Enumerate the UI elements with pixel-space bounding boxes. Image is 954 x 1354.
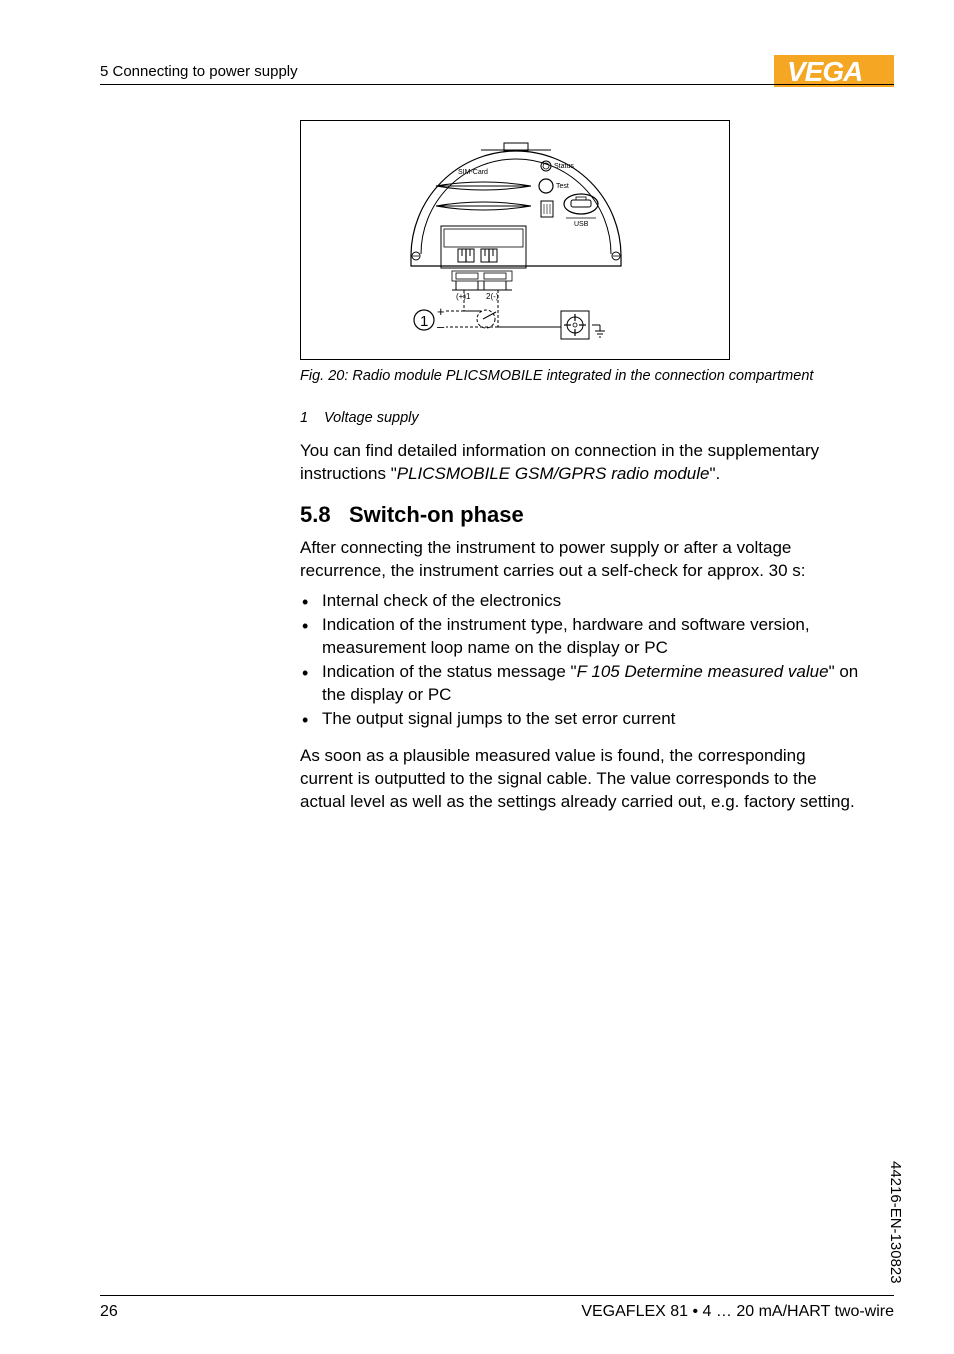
svg-text:VEGA: VEGA xyxy=(787,56,862,87)
p1-part2: ". xyxy=(709,464,720,483)
figure-20-container: Status SIM-Card Test USB xyxy=(300,120,730,360)
svg-text:2(-): 2(-) xyxy=(486,292,499,301)
bullet-4: The output signal jumps to the set error… xyxy=(300,708,860,731)
figure-legend: 1 Voltage supply xyxy=(300,410,419,426)
bullet-list: Internal check of the electronics Indica… xyxy=(300,590,860,732)
document-code: 44216-EN-130823 xyxy=(887,1161,904,1284)
paragraph-2: After connecting the instrument to power… xyxy=(300,537,860,583)
footer-product: VEGAFLEX 81 • 4 … 20 mA/HART two-wire xyxy=(581,1303,894,1321)
svg-text:+: + xyxy=(437,304,445,319)
bullet-1: Internal check of the electronics xyxy=(300,590,860,613)
bullet-2: Indication of the instrument type, hardw… xyxy=(300,614,860,660)
paragraph-1: You can find detailed information on con… xyxy=(300,440,860,486)
section-number: 5.8 xyxy=(300,502,331,527)
svg-text:USB: USB xyxy=(574,221,589,228)
header-divider xyxy=(100,84,894,85)
page-number: 26 xyxy=(100,1303,118,1321)
section-title: Switch-on phase xyxy=(349,502,524,527)
p1-italic: PLICSMOBILE GSM/GPRS radio module xyxy=(397,464,710,483)
b3-part1: Indication of the status message " xyxy=(322,662,577,681)
paragraph-3: As soon as a plausible measured value is… xyxy=(300,745,860,814)
svg-text:Test: Test xyxy=(556,183,569,190)
bullet-3: Indication of the status message "F 105 … xyxy=(300,661,860,707)
header-section-label: 5 Connecting to power supply xyxy=(100,63,298,80)
svg-text:1: 1 xyxy=(420,313,428,330)
legend-text: Voltage supply xyxy=(324,410,419,426)
section-heading: 5.8 Switch-on phase xyxy=(300,502,524,528)
svg-text:Status: Status xyxy=(554,163,574,170)
legend-number: 1 xyxy=(300,410,320,426)
footer-divider xyxy=(100,1295,894,1296)
svg-text:–: – xyxy=(437,319,445,334)
device-diagram: Status SIM-Card Test USB xyxy=(386,126,656,356)
b3-italic: F 105 Determine measured value xyxy=(577,662,829,681)
footer: 26 VEGAFLEX 81 • 4 … 20 mA/HART two-wire xyxy=(100,1303,894,1321)
svg-text:SIM-Card: SIM-Card xyxy=(458,169,488,176)
vega-logo: VEGA xyxy=(774,55,894,87)
figure-caption: Fig. 20: Radio module PLICSMOBILE integr… xyxy=(300,367,860,387)
